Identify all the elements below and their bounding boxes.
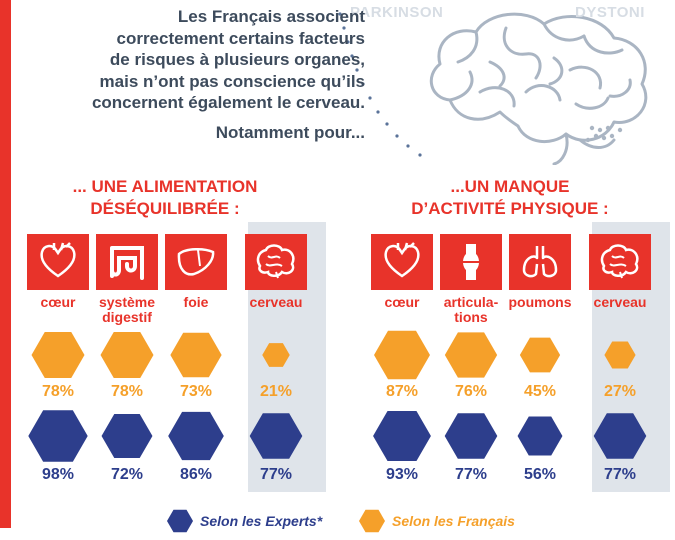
organ-label: système digestif	[87, 295, 167, 325]
joint-icon	[462, 244, 480, 280]
organ-label-line: foie	[183, 294, 209, 310]
organ-label-line: cerveau	[593, 294, 647, 310]
value-francais: 21%	[259, 383, 293, 400]
organ-label-line: articula-	[443, 294, 499, 310]
organ-label: poumons	[500, 295, 580, 310]
value-francais: 76%	[454, 383, 488, 400]
intro-line: correctement certains facteurs	[116, 28, 365, 48]
legend-francais: Selon les Français	[392, 513, 515, 529]
value-francais: 87%	[385, 383, 419, 400]
hexagon-francais	[519, 337, 561, 373]
legend-blue-hexagon-icon	[167, 509, 193, 533]
hexagon-experts	[517, 416, 563, 456]
background-word: DYSTONI	[575, 4, 645, 21]
organ-label-line: cœur	[384, 294, 420, 310]
organ-label: cerveau	[236, 295, 316, 310]
organ-tile	[27, 234, 89, 290]
value-experts: 77%	[454, 466, 488, 483]
section-title-alimentation: ... UNE ALIMENTATION DÉSÉQUILIBRÉE :	[40, 176, 290, 220]
value-francais: 73%	[179, 383, 213, 400]
organ-label-line: cœur	[40, 294, 76, 310]
value-experts: 77%	[259, 466, 293, 483]
hexagon-experts	[249, 413, 303, 459]
value-francais: 27%	[603, 383, 637, 400]
notamment-text: Notamment pour...	[215, 122, 365, 142]
organ-tile	[589, 234, 651, 290]
organ-tile	[440, 234, 502, 290]
section-title-line: D’ACTIVITÉ PHYSIQUE :	[411, 199, 609, 218]
value-experts: 98%	[41, 466, 75, 483]
organ-tile	[245, 234, 307, 290]
hexagon-experts	[168, 411, 224, 461]
intro-line: de risques à plusieurs organes,	[109, 50, 365, 69]
hexagon-francais	[444, 332, 498, 378]
lungs-icon	[522, 246, 558, 278]
organ-label-line: cerveau	[249, 294, 303, 310]
left-red-bar	[0, 0, 11, 528]
hexagon-francais	[170, 332, 222, 378]
brain-line-icon	[338, 12, 648, 165]
intro-text: Les Français associent correctement cert…	[20, 6, 365, 143]
organ-label: articula-tions	[431, 295, 511, 325]
value-francais: 78%	[110, 383, 144, 400]
organ-tile	[165, 234, 227, 290]
brain-icon	[256, 244, 295, 279]
intro-line: mais n’ont pas conscience qu’ils	[99, 71, 365, 91]
hexagon-experts	[28, 410, 88, 462]
hexagon-experts	[444, 413, 498, 459]
organ-label-line: poumons	[508, 294, 572, 310]
liver-icon	[177, 248, 215, 276]
organ-label-line: système	[98, 294, 156, 310]
value-francais: 45%	[523, 383, 557, 400]
intestine-icon	[110, 246, 144, 280]
brain-illustration: PARKINSON DYSTONI	[330, 0, 675, 165]
value-experts: 77%	[603, 466, 637, 483]
organ-label: cœur	[18, 295, 98, 310]
section-title-activite: ...UN MANQUE D’ACTIVITÉ PHYSIQUE :	[385, 176, 635, 220]
hexagon-experts	[593, 413, 647, 459]
organ-label-line: digestif	[102, 309, 152, 325]
organ-label: foie	[156, 295, 236, 310]
section-title-line: ... UNE ALIMENTATION	[72, 177, 258, 196]
value-experts: 93%	[385, 466, 419, 483]
organ-tile	[96, 234, 158, 290]
value-experts: 56%	[523, 466, 557, 483]
organ-tile	[509, 234, 571, 290]
value-experts: 86%	[179, 466, 213, 483]
intro-line: Les Français associent	[177, 7, 365, 26]
hexagon-francais	[31, 332, 85, 378]
section-title-line: DÉSÉQUILIBRÉE :	[90, 199, 240, 218]
legend-experts: Selon les Experts*	[200, 513, 323, 529]
value-experts: 72%	[110, 466, 144, 483]
intro-line: concernent également le cerveau.	[91, 93, 365, 112]
hexagon-francais	[604, 341, 636, 369]
background-word: PARKINSON	[350, 4, 444, 21]
value-francais: 78%	[41, 383, 75, 400]
legend-orange-hexagon-icon	[359, 509, 385, 533]
hexagon-experts	[101, 413, 153, 459]
hexagon-francais	[374, 330, 430, 380]
hexagon-francais	[100, 332, 154, 378]
brain-icon	[600, 244, 639, 279]
hexagon-experts	[373, 410, 431, 462]
organ-label-line: tions	[454, 309, 488, 325]
organ-tile	[371, 234, 433, 290]
organ-label: cerveau	[580, 295, 660, 310]
organ-label: cœur	[362, 295, 442, 310]
heart-icon	[384, 242, 420, 278]
hexagon-francais	[262, 343, 290, 367]
heart-icon	[40, 242, 76, 278]
section-title-line: ...UN MANQUE	[450, 177, 570, 196]
